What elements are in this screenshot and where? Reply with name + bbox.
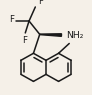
Text: F: F xyxy=(9,15,15,24)
Polygon shape xyxy=(40,34,62,36)
Text: F: F xyxy=(38,0,43,6)
Text: NH₂: NH₂ xyxy=(67,31,84,40)
Text: F: F xyxy=(22,36,27,45)
